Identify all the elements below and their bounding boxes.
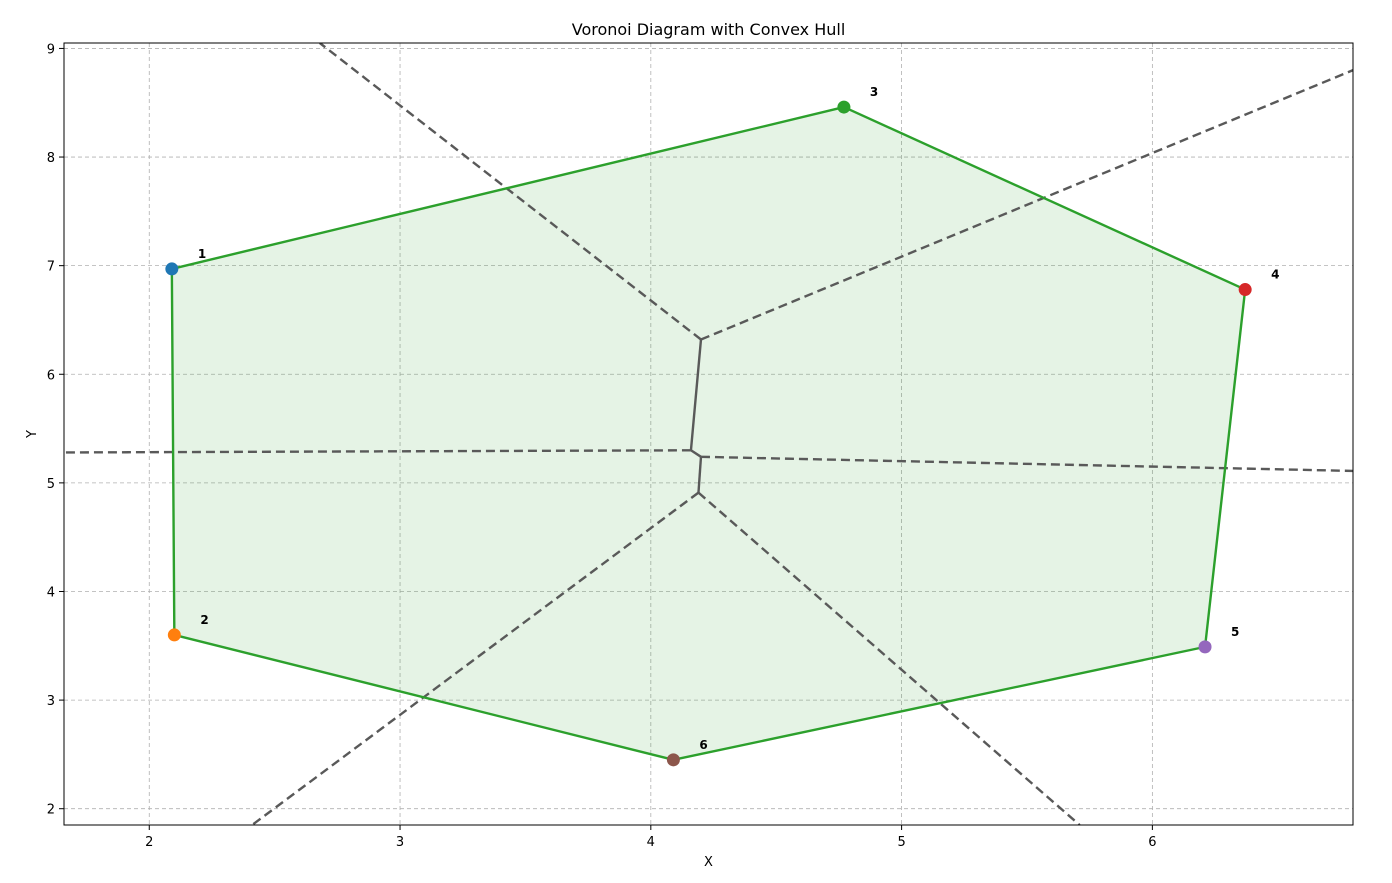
- y-tick-label: 8: [47, 151, 55, 166]
- point-1: [165, 262, 179, 276]
- voronoi-infinite-edge: [251, 491, 700, 825]
- voronoi-infinite-edge: [700, 455, 1353, 473]
- point-6: [666, 753, 680, 767]
- voronoi-finite-edge: [690, 449, 702, 458]
- y-tick-label: 6: [47, 368, 55, 383]
- point-label-4: 4: [1271, 268, 1279, 282]
- axis-ticks: 2 3 4 5 6 2 3 4 5 6 7 8 9: [47, 42, 1157, 850]
- point-label-6: 6: [699, 738, 707, 752]
- x-tick-label: 5: [897, 835, 905, 850]
- point-label-5: 5: [1231, 625, 1239, 639]
- x-tick-label: 2: [145, 835, 153, 850]
- point-labels: 1 2 3 4 5 6: [198, 85, 1280, 752]
- y-tick-label: 5: [47, 477, 55, 492]
- point-5: [1198, 640, 1212, 654]
- voronoi-finite-edge: [689, 339, 703, 451]
- y-tick-label: 3: [47, 694, 55, 709]
- x-tick-label: 4: [647, 835, 655, 850]
- voronoi-finite-edge: [697, 456, 703, 493]
- x-tick-label: 3: [396, 835, 404, 850]
- y-tick-label: 4: [47, 585, 55, 600]
- voronoi-infinite-edge: [64, 449, 691, 454]
- x-axis-label: X: [704, 855, 713, 870]
- y-tick-label: 7: [47, 260, 55, 275]
- point-4: [1238, 283, 1252, 297]
- plot-frame: [63, 42, 1354, 826]
- convex-hull-fill: [171, 107, 1246, 760]
- voronoi-infinite-edge: [319, 43, 702, 341]
- y-tick-label: 9: [47, 42, 55, 57]
- voronoi-edges: [64, 43, 1353, 825]
- voronoi-infinite-edge: [697, 491, 1081, 825]
- plot-area: [64, 43, 1353, 825]
- data-points: [165, 100, 1252, 767]
- point-3: [837, 100, 851, 114]
- point-label-1: 1: [198, 247, 206, 261]
- point-label-3: 3: [870, 85, 878, 99]
- y-tick-label: 2: [47, 803, 55, 818]
- voronoi-infinite-edge: [700, 69, 1353, 341]
- point-label-2: 2: [200, 613, 208, 627]
- chart-title: Voronoi Diagram with Convex Hull: [572, 20, 846, 39]
- x-tick-label: 6: [1148, 835, 1156, 850]
- y-axis-label: Y: [25, 430, 40, 439]
- point-2: [167, 628, 181, 642]
- grid: [64, 43, 1353, 825]
